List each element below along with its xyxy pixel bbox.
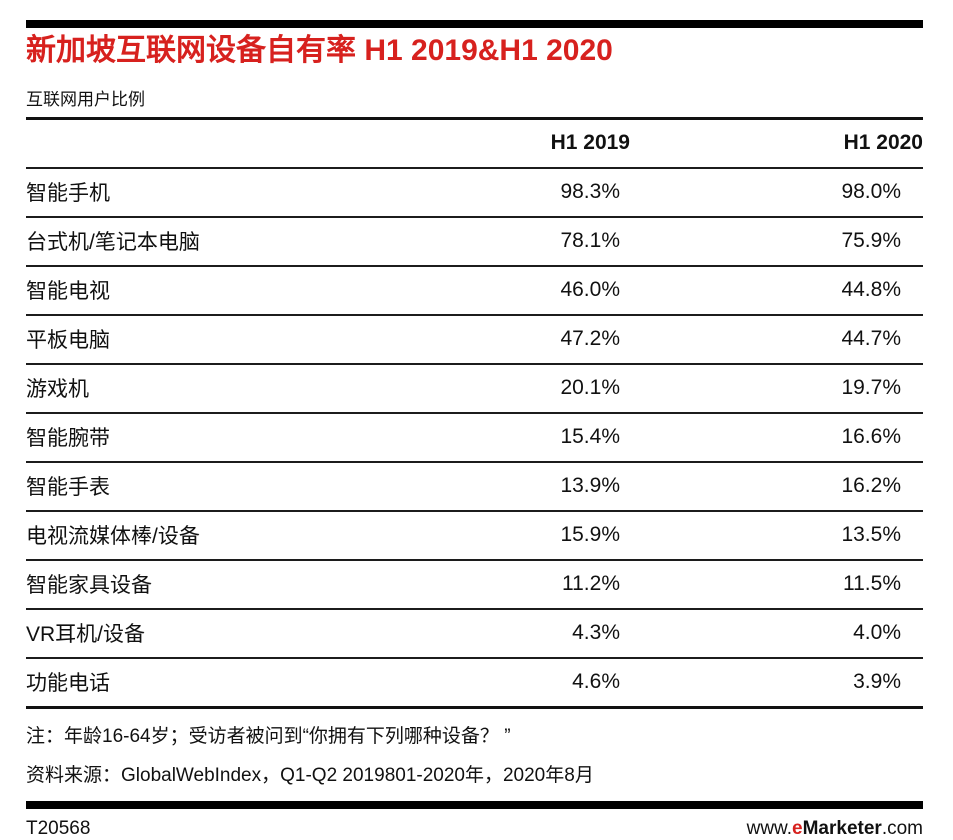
value-h1-2019: 78.1% — [450, 216, 630, 267]
value-h1-2019: 47.2% — [450, 314, 630, 365]
table-row: 电视流媒体棒/设备 15.9% 13.5% — [26, 510, 923, 561]
value-h1-2019: 4.6% — [450, 657, 630, 709]
url-suffix: .com — [881, 817, 923, 839]
table-row: 智能电视 46.0% 44.8% — [26, 265, 923, 316]
value-h1-2020: 4.0% — [630, 608, 923, 659]
value-h1-2020: 19.7% — [630, 363, 923, 414]
device-name: 智能家具设备 — [26, 559, 450, 610]
table-row: VR耳机/设备 4.3% 4.0% — [26, 608, 923, 659]
bottom-rule — [26, 800, 923, 809]
table-row: 台式机/笔记本电脑 78.1% 75.9% — [26, 216, 923, 267]
chart-id: T20568 — [26, 817, 91, 839]
device-column-header — [26, 119, 450, 169]
device-name: 智能手机 — [26, 167, 450, 218]
emarketer-chart-page: 新加坡互联网设备自有率 H1 2019&H1 2020 互联网用户比例 H1 2… — [26, 20, 923, 839]
value-h1-2019: 98.3% — [450, 167, 630, 218]
device-name: 智能电视 — [26, 265, 450, 316]
table-row: 平板电脑 47.2% 44.7% — [26, 314, 923, 365]
chart-source: 资料来源：GlobalWebIndex，Q1-Q2 2019801-2020年，… — [26, 764, 594, 786]
device-name: 智能手表 — [26, 461, 450, 512]
emarketer-brand-e: e — [792, 817, 803, 839]
top-rule — [26, 20, 923, 28]
table-header-row: H1 2019 H1 2020 — [26, 119, 923, 169]
value-h1-2019: 20.1% — [450, 363, 630, 414]
col-header-h1-2020: H1 2020 — [630, 119, 923, 169]
emarketer-brand-rest: Marketer — [802, 817, 882, 839]
value-h1-2020: 3.9% — [630, 657, 923, 709]
col-header-h1-2019: H1 2019 — [450, 119, 630, 169]
table-row: 游戏机 20.1% 19.7% — [26, 363, 923, 414]
value-h1-2020: 13.5% — [630, 510, 923, 561]
device-name: 游戏机 — [26, 363, 450, 414]
device-name: 功能电话 — [26, 657, 450, 709]
table-row: 智能手机 98.3% 98.0% — [26, 167, 923, 218]
device-ownership-table: H1 2019 H1 2020 智能手机 98.3% 98.0% 台式机/笔记本… — [26, 119, 923, 709]
emarketer-url: www.eMarketer.com — [747, 818, 923, 840]
value-h1-2020: 16.2% — [630, 461, 923, 512]
value-h1-2020: 16.6% — [630, 412, 923, 463]
chart-footer: T20568 www.eMarketer.com — [26, 818, 923, 840]
value-h1-2019: 46.0% — [450, 265, 630, 316]
device-name: VR耳机/设备 — [26, 608, 450, 659]
device-name: 平板电脑 — [26, 314, 450, 365]
chart-subtitle: 互联网用户比例 — [26, 89, 145, 109]
value-h1-2019: 13.9% — [450, 461, 630, 512]
value-h1-2019: 4.3% — [450, 608, 630, 659]
chart-note: 注：年龄16-64岁；受访者被问到“你拥有下列哪种设备？ ” — [26, 725, 511, 747]
value-h1-2020: 75.9% — [630, 216, 923, 267]
value-h1-2020: 98.0% — [630, 167, 923, 218]
value-h1-2020: 44.8% — [630, 265, 923, 316]
value-h1-2020: 44.7% — [630, 314, 923, 365]
value-h1-2019: 11.2% — [450, 559, 630, 610]
table-row: 智能手表 13.9% 16.2% — [26, 461, 923, 512]
page-title: 新加坡互联网设备自有率 H1 2019&H1 2020 — [26, 34, 613, 67]
table-row: 智能腕带 15.4% 16.6% — [26, 412, 923, 463]
table-row: 功能电话 4.6% 3.9% — [26, 657, 923, 709]
url-prefix: www. — [746, 817, 793, 839]
value-h1-2019: 15.9% — [450, 510, 630, 561]
value-h1-2019: 15.4% — [450, 412, 630, 463]
table-row: 智能家具设备 11.2% 11.5% — [26, 559, 923, 610]
subtitle-rule — [26, 116, 923, 120]
device-name: 电视流媒体棒/设备 — [26, 510, 450, 561]
device-name: 智能腕带 — [26, 412, 450, 463]
value-h1-2020: 11.5% — [630, 559, 923, 610]
device-name: 台式机/笔记本电脑 — [26, 216, 450, 267]
